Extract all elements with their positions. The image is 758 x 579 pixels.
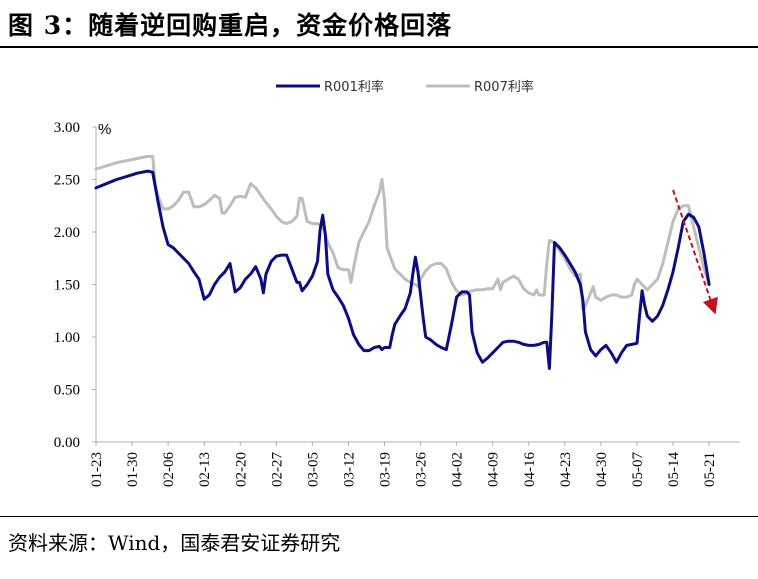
series-line-r007 — [94, 154, 711, 312]
x-tick-label: 04-02 — [450, 452, 466, 487]
y-tick-label: 1.50 — [54, 278, 80, 294]
x-tick-label: 04-30 — [594, 452, 610, 487]
series-line-r001 — [94, 169, 711, 370]
x-tick-label: 02-27 — [269, 452, 285, 487]
legend-label: R001利率 — [324, 79, 384, 95]
legend-label: R007利率 — [474, 79, 534, 95]
x-tick-label: 01-30 — [125, 452, 141, 487]
figure-title: 图 3：随着逆回购重启，资金价格回落 — [8, 11, 453, 40]
x-tick-label: 05-07 — [630, 452, 646, 487]
x-tick-label: 03-19 — [378, 452, 394, 487]
x-tick-label: 04-09 — [486, 452, 502, 487]
y-tick-label: 0.50 — [54, 383, 80, 399]
x-tick-label: 03-12 — [341, 452, 357, 487]
y-tick-label: 3.00 — [54, 120, 80, 136]
y-unit-label: % — [98, 121, 111, 138]
source-note: 资料来源：Wind，国泰君安证券研究 — [8, 531, 341, 555]
x-tick-label: 02-13 — [197, 452, 213, 487]
x-tick-label: 05-21 — [702, 452, 718, 487]
x-tick-label: 01-23 — [89, 452, 105, 487]
x-tick-label: 03-26 — [414, 452, 430, 487]
y-tick-label: 2.50 — [54, 173, 80, 189]
x-tick-label: 03-05 — [305, 452, 321, 487]
x-tick-label: 04-16 — [522, 452, 538, 487]
x-tick-label: 02-20 — [233, 452, 249, 487]
title-divider — [0, 46, 758, 48]
y-tick-label: 0.00 — [54, 435, 80, 451]
y-tick-label: 1.00 — [54, 330, 80, 346]
trend-arrow-annotation — [672, 189, 718, 315]
source-divider — [0, 516, 758, 517]
x-tick-label: 02-06 — [161, 452, 177, 487]
x-tick-label: 04-23 — [558, 452, 574, 487]
y-tick-label: 2.00 — [54, 225, 80, 241]
line-chart: 3.00 2.50 2.00 1.50 1.00 0.50 0.00% 01-23 01-30 0… — [54, 79, 740, 487]
x-tick-label: 05-14 — [666, 452, 682, 487]
